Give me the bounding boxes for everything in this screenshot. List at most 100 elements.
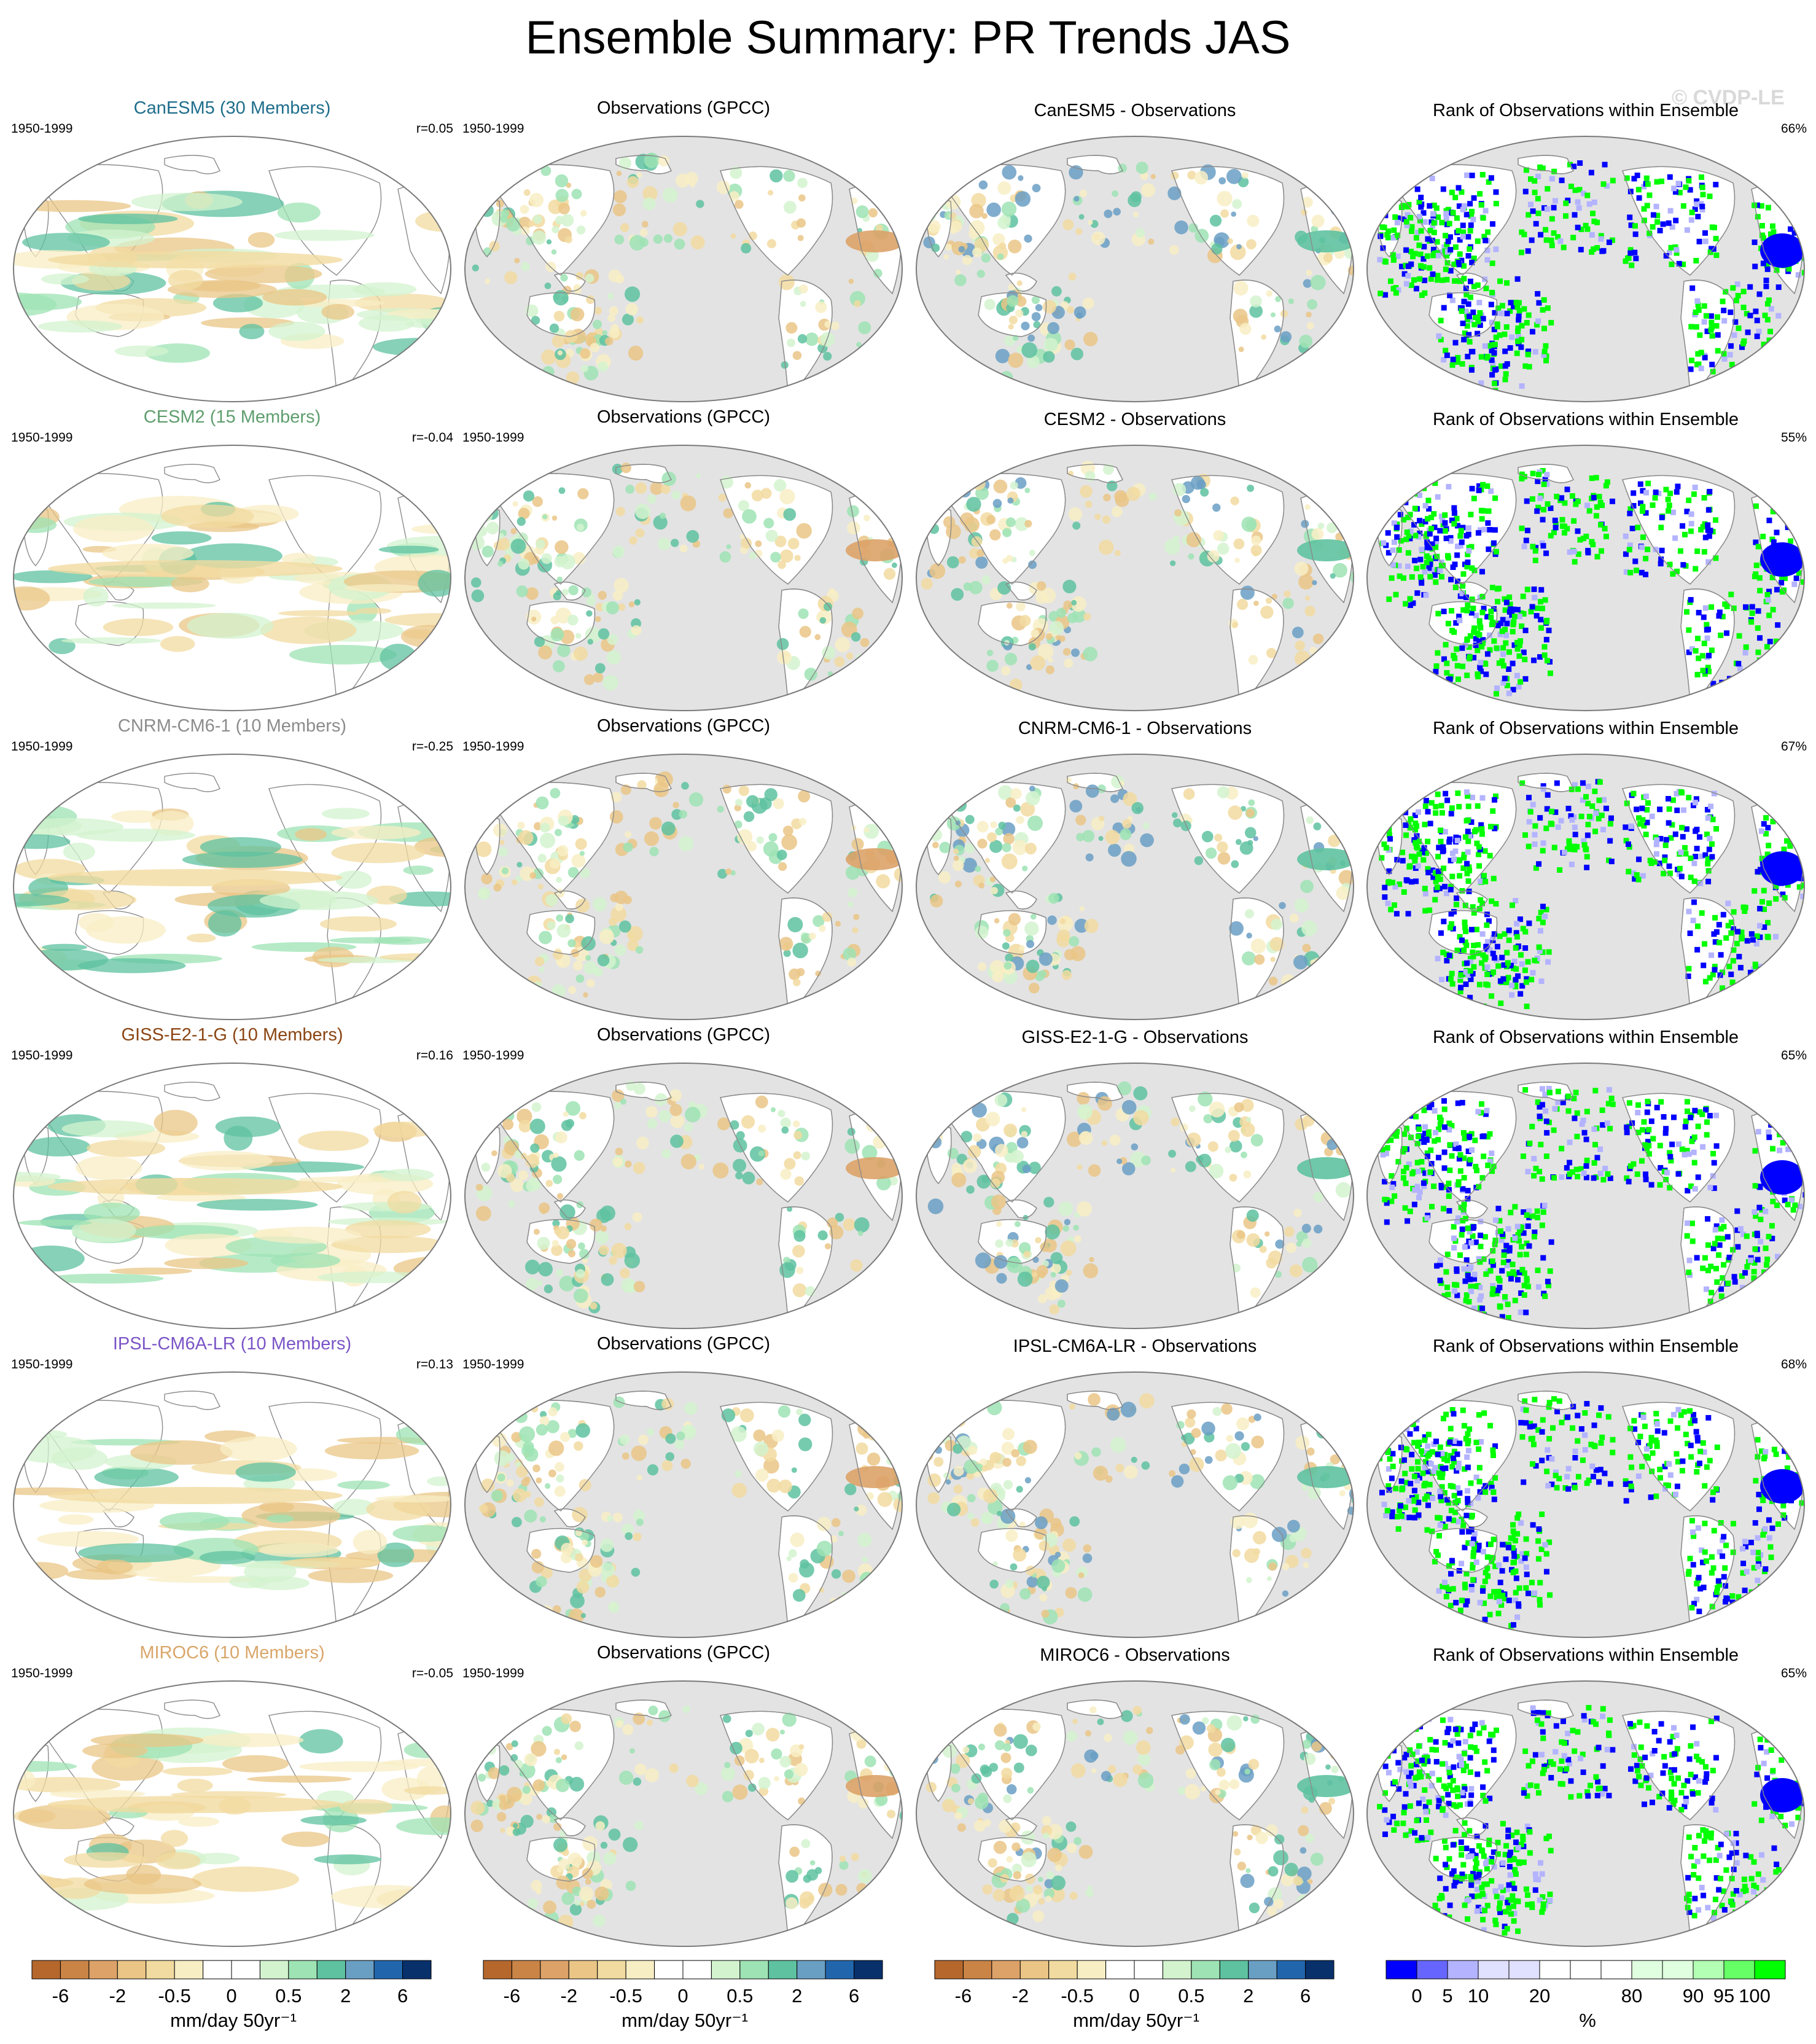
colorbar-swatch [117,1960,147,1980]
obs-panel: Observations (GPCC) 1950-1999 [462,716,905,1023]
colorbar-swatches [1385,1960,1786,1980]
colorbar-swatch [316,1960,346,1980]
colorbar-swatch [402,1960,432,1980]
colorbar-tick: 0.5 [275,1985,302,2007]
panel-title: Observations (GPCC) [596,1334,770,1354]
map-frame [914,1370,1356,1640]
panel-title: CESM2 (15 Members) [143,407,321,427]
colorbar-tick: 90 [1682,1985,1704,2007]
map-frame [1365,752,1807,1022]
colorbar-swatch [31,1960,61,1980]
colorbar-swatch [1600,1960,1632,1980]
colorbar-swatch [768,1960,798,1980]
colorbar-swatch [962,1960,992,1980]
colorbar-tick: 20 [1529,1985,1551,2007]
panel-title: GISS-E2-1-G - Observations [1021,1028,1249,1047]
map-frame [462,752,905,1022]
model-map [13,136,451,402]
colorbar-swatch [540,1960,569,1980]
rank-percent: 55% [1780,431,1807,445]
model-map [13,445,451,711]
panel-title: Observations (GPCC) [596,1643,770,1663]
panel-title: MIROC6 (10 Members) [139,1643,325,1663]
period-label: 1950-1999 [462,739,524,754]
panel-title: CanESM5 (30 Members) [133,98,331,118]
colorbar-swatch [1048,1960,1078,1980]
panel-title: Rank of Observations within Ensemble [1432,101,1739,120]
map-frame [11,443,453,713]
colorbar-swatch [934,1960,964,1980]
colorbar-tick: 2 [340,1985,351,2007]
rank-colorbar: 0 5 10 20 80 90 95 100% [1385,1959,1790,2033]
colorbar-tick: 0 [1411,1985,1422,2007]
diff-map [916,445,1354,711]
colorbar-tick: -2 [560,1985,578,2007]
colorbar-swatch [288,1960,318,1980]
period-label: 1950-1999 [11,122,73,136]
colorbar-tick: -6 [954,1985,972,2007]
colorbar-tick: 100 [1739,1985,1771,2007]
obs-map [464,445,903,711]
map-frame [1365,1370,1807,1640]
colorbar-tick: 0 [1129,1985,1140,2007]
period-label: 1950-1999 [462,431,524,445]
obs-panel: Observations (GPCC) 1950-1999 [462,98,905,405]
map-frame [11,1061,453,1331]
colorbar-swatch [1191,1960,1220,1980]
colorbar-swatch [1248,1960,1277,1980]
rank-percent: 65% [1780,1666,1807,1680]
panel-title: IPSL-CM6A-LR - Observations [1013,1336,1257,1356]
map-frame [914,1679,1356,1949]
colorbar-swatch [854,1960,883,1980]
model-map [13,1680,451,1947]
pattern-correlation: r=-0.04 [411,431,453,445]
map-frame [914,1061,1356,1331]
map-frame [462,134,905,404]
colorbar-tick: 2 [1243,1985,1254,2007]
rank-panel: Rank of Observations within Ensemble 65% [1365,1025,1807,1332]
colorbar-swatch [1019,1960,1050,1980]
colorbar-swatch [825,1960,855,1980]
trend-colorbar: -6 -2 -0.5 0 0.5 2 6 mm/day 50yr⁻¹ [31,1959,436,2033]
colorbar-tick: -2 [1011,1985,1029,2007]
rank-panel: Rank of Observations within Ensemble 68% [1365,1334,1807,1641]
map-frame [11,134,453,404]
map-frame [1365,443,1807,713]
colorbar-swatch [1134,1960,1163,1980]
panel-title: Rank of Observations within Ensemble [1432,1028,1739,1047]
map-frame [11,752,453,1022]
colorbar-swatch [373,1960,403,1980]
panel-title: Observations (GPCC) [596,407,770,427]
rank-map [1366,1371,1805,1638]
colorbar-label: mm/day 50yr⁻¹ [1073,2010,1199,2031]
colorbar-swatch [1570,1960,1602,1980]
period-label: 1950-1999 [11,739,73,754]
rank-panel: Rank of Observations within Ensemble 55% [1365,407,1807,714]
period-label: 1950-1999 [11,1357,73,1371]
panel-title: Observations (GPCC) [596,1025,770,1045]
colorbar-tick: -0.5 [1061,1985,1094,2007]
colorbar-swatch [1539,1960,1571,1980]
colorbar-label: mm/day 50yr⁻¹ [170,2010,297,2031]
colorbar-swatch [991,1960,1021,1980]
model-panel: CanESM5 (30 Members) 1950-1999 r=0.05 [11,98,453,405]
pattern-correlation: r=0.16 [416,1048,453,1063]
rank-map [1366,136,1805,402]
obs-map [464,1371,903,1638]
colorbar-swatch [797,1960,826,1980]
diff-panel: MIROC6 - Observations [914,1643,1356,1950]
panel-title: IPSL-CM6A-LR (10 Members) [112,1334,352,1354]
colorbar-tick: 6 [848,1985,860,2007]
colorbar-tick: -0.5 [609,1985,642,2007]
period-label: 1950-1999 [11,1048,73,1063]
model-map [13,754,451,1020]
obs-panel: Observations (GPCC) 1950-1999 [462,1334,905,1641]
obs-map [464,1680,903,1947]
colorbar-tick: 6 [397,1985,408,2007]
colorbar-swatch [597,1960,626,1980]
colorbar-tick: -0.5 [158,1985,191,2007]
colorbar-swatch [1631,1960,1663,1980]
model-panel: GISS-E2-1-G (10 Members) 1950-1999 r=0.16 [11,1025,453,1332]
diff-map [916,1371,1354,1638]
rank-map [1366,1063,1805,1329]
